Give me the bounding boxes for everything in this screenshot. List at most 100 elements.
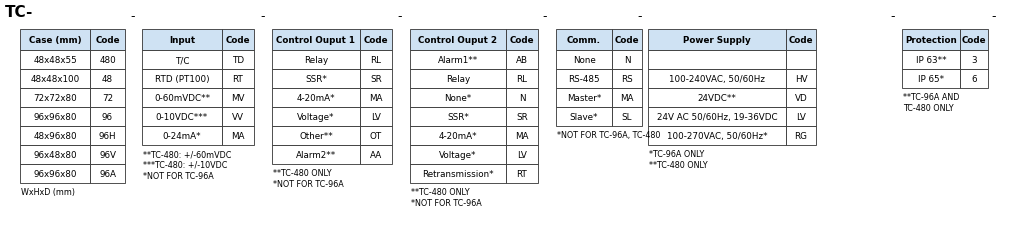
- Text: Control Ouput 2: Control Ouput 2: [419, 36, 498, 45]
- Bar: [612, 70, 642, 89]
- Text: ***TC-480: +/-10VDC: ***TC-480: +/-10VDC: [143, 160, 227, 169]
- Bar: [20, 51, 90, 70]
- Text: 96x48x80: 96x48x80: [33, 150, 77, 159]
- Text: -: -: [397, 10, 402, 23]
- Text: IP 63**: IP 63**: [915, 56, 946, 65]
- Bar: [222, 70, 254, 89]
- Text: TD: TD: [232, 56, 244, 65]
- Text: 96A: 96A: [99, 169, 116, 178]
- Bar: [20, 145, 90, 164]
- Text: Relay: Relay: [304, 56, 328, 65]
- Bar: [272, 30, 360, 51]
- Text: TC-: TC-: [5, 5, 34, 20]
- Bar: [786, 70, 816, 89]
- Bar: [961, 70, 988, 89]
- Bar: [272, 126, 360, 145]
- Bar: [222, 51, 254, 70]
- Bar: [360, 51, 392, 70]
- Text: SSR*: SSR*: [305, 75, 327, 84]
- Bar: [360, 30, 392, 51]
- Text: **TC-96A AND: **TC-96A AND: [903, 93, 959, 101]
- Text: **TC-480 ONLY: **TC-480 ONLY: [411, 187, 470, 196]
- Bar: [410, 164, 506, 183]
- Bar: [20, 30, 90, 51]
- Text: MA: MA: [370, 94, 383, 103]
- Text: Code: Code: [788, 36, 813, 45]
- Text: 48x48x55: 48x48x55: [33, 56, 77, 65]
- Text: MV: MV: [231, 94, 245, 103]
- Bar: [506, 145, 538, 164]
- Bar: [222, 126, 254, 145]
- Bar: [222, 89, 254, 108]
- Bar: [90, 108, 125, 126]
- Bar: [506, 51, 538, 70]
- Bar: [961, 51, 988, 70]
- Text: *NOT FOR TC-96A: *NOT FOR TC-96A: [273, 179, 344, 188]
- Text: None*: None*: [444, 94, 472, 103]
- Bar: [648, 108, 786, 126]
- Bar: [506, 30, 538, 51]
- Text: Code: Code: [510, 36, 535, 45]
- Bar: [410, 51, 506, 70]
- Text: Code: Code: [614, 36, 639, 45]
- Text: **TC-480 ONLY: **TC-480 ONLY: [649, 160, 708, 169]
- Bar: [20, 70, 90, 89]
- Bar: [360, 89, 392, 108]
- Text: 72x72x80: 72x72x80: [33, 94, 77, 103]
- Text: *NOT FOR TC-96A, TC-480: *NOT FOR TC-96A, TC-480: [557, 131, 660, 139]
- Bar: [222, 108, 254, 126]
- Text: Alarm1**: Alarm1**: [438, 56, 478, 65]
- Bar: [90, 89, 125, 108]
- Text: RTD (PT100): RTD (PT100): [155, 75, 209, 84]
- Text: Slave*: Slave*: [569, 113, 598, 121]
- Text: Code: Code: [95, 36, 120, 45]
- Text: RS-485: RS-485: [568, 75, 600, 84]
- Bar: [90, 145, 125, 164]
- Text: 48: 48: [102, 75, 113, 84]
- Text: *TC-96A ONLY: *TC-96A ONLY: [649, 149, 705, 158]
- Text: -: -: [992, 10, 996, 23]
- Text: N: N: [519, 94, 525, 103]
- Bar: [410, 108, 506, 126]
- Bar: [410, 145, 506, 164]
- Text: 96x96x80: 96x96x80: [33, 113, 77, 121]
- Text: 48x48x100: 48x48x100: [31, 75, 80, 84]
- Text: N: N: [624, 56, 630, 65]
- Bar: [612, 30, 642, 51]
- Bar: [222, 30, 254, 51]
- Bar: [612, 51, 642, 70]
- Text: **TC-480: +/-60mVDC: **TC-480: +/-60mVDC: [143, 149, 231, 158]
- Text: Code: Code: [962, 36, 986, 45]
- Bar: [90, 70, 125, 89]
- Bar: [410, 89, 506, 108]
- Text: 0-60mVDC**: 0-60mVDC**: [154, 94, 210, 103]
- Bar: [360, 126, 392, 145]
- Text: 24VDC**: 24VDC**: [697, 94, 736, 103]
- Bar: [90, 51, 125, 70]
- Bar: [272, 89, 360, 108]
- Bar: [902, 30, 961, 51]
- Text: 480: 480: [99, 56, 116, 65]
- Text: **TC-480 ONLY: **TC-480 ONLY: [273, 168, 332, 177]
- Text: 96V: 96V: [99, 150, 116, 159]
- Text: -: -: [543, 10, 547, 23]
- Bar: [648, 89, 786, 108]
- Text: RL: RL: [371, 56, 382, 65]
- Bar: [506, 89, 538, 108]
- Text: Code: Code: [225, 36, 250, 45]
- Bar: [506, 108, 538, 126]
- Bar: [90, 30, 125, 51]
- Text: 3: 3: [971, 56, 977, 65]
- Text: AB: AB: [516, 56, 528, 65]
- Text: 24V AC 50/60Hz, 19-36VDC: 24V AC 50/60Hz, 19-36VDC: [656, 113, 777, 121]
- Bar: [142, 108, 222, 126]
- Text: MA: MA: [621, 94, 634, 103]
- Text: Case (mm): Case (mm): [29, 36, 81, 45]
- Bar: [902, 51, 961, 70]
- Text: SSR*: SSR*: [447, 113, 469, 121]
- Bar: [410, 126, 506, 145]
- Bar: [786, 108, 816, 126]
- Text: -: -: [891, 10, 895, 23]
- Text: Code: Code: [364, 36, 388, 45]
- Text: LV: LV: [517, 150, 527, 159]
